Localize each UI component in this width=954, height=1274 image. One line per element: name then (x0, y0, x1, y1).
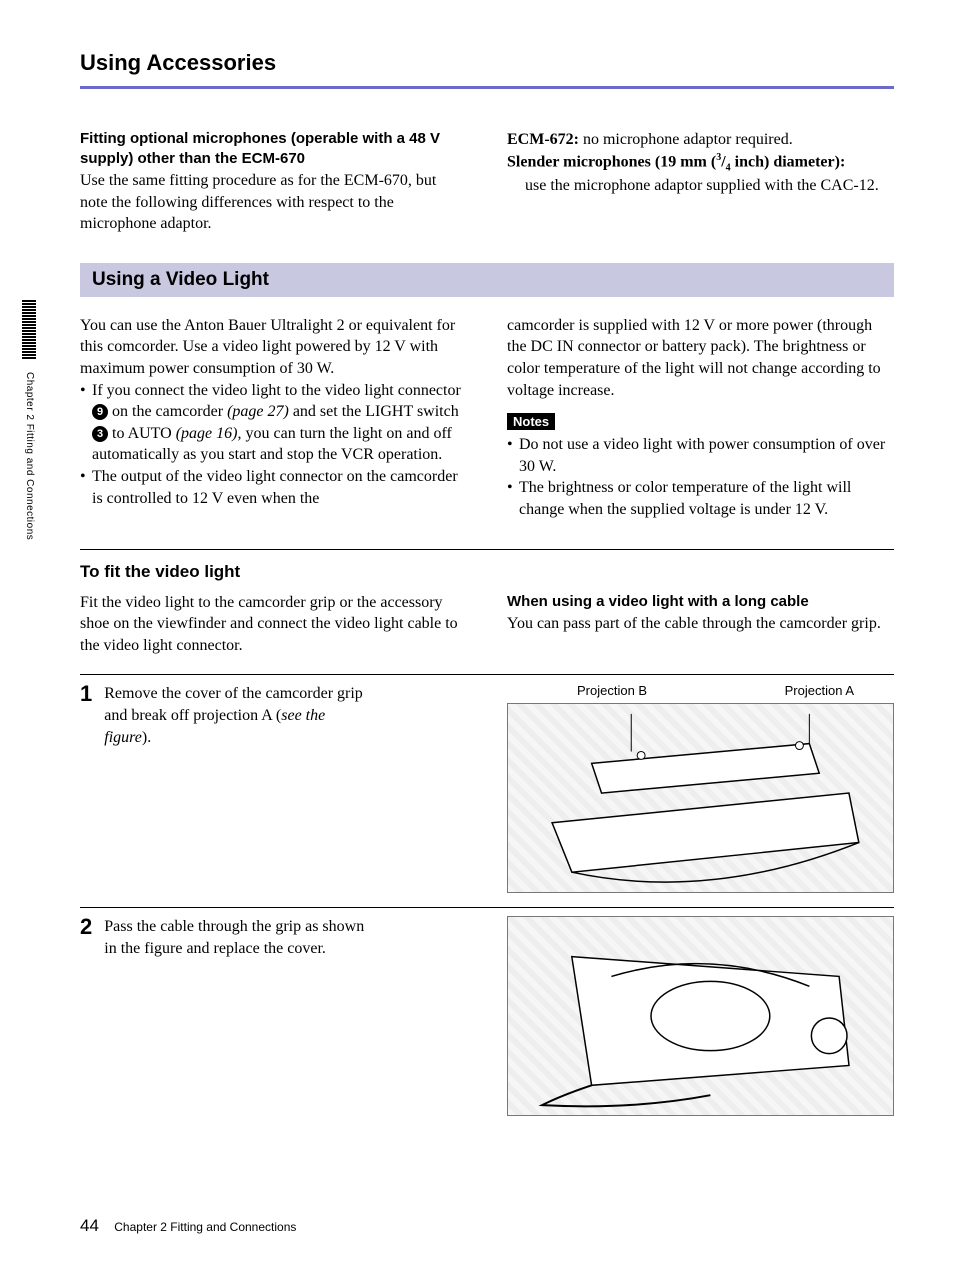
ecm672-label: ECM-672: (507, 131, 579, 148)
intro-columns: Fitting optional microphones (operable w… (80, 129, 894, 235)
page-number: 44 (80, 1216, 99, 1235)
side-chapter-tab: Chapter 2 Fitting and Connections (24, 372, 35, 540)
fit-left-body: Fit the video light to the camcorder gri… (80, 592, 467, 657)
slender-label-b: inch) diameter): (731, 153, 846, 170)
bullet-1: If you connect the video light to the vi… (80, 380, 467, 466)
circled-9-icon: 9 (92, 404, 108, 420)
bullet-2: The output of the video light connector … (80, 466, 467, 509)
b1-ital2: (page 16) (176, 425, 238, 442)
b1-ital1: (page 27) (227, 403, 289, 420)
step-2-row: 2 Pass the cable through the grip as sho… (80, 907, 894, 1116)
step-2-text: Pass the cable through the grip as shown… (104, 916, 364, 959)
notes-list: Do not use a video light with power cons… (507, 434, 894, 520)
note-1: Do not use a video light with power cons… (507, 434, 894, 477)
intro-right-line2-label: Slender microphones (19 mm (3/4 inch) di… (507, 151, 894, 175)
figure-2 (507, 916, 894, 1116)
page-title: Using Accessories (80, 50, 894, 76)
intro-left-body: Use the same fitting procedure as for th… (80, 170, 467, 235)
figure-1 (507, 703, 894, 893)
fig1-label-a: Projection A (785, 683, 854, 698)
b1-mid2: and set the LIGHT switch (289, 403, 459, 420)
subsection-rule (80, 549, 894, 550)
fit-columns: Fit the video light to the camcorder gri… (80, 592, 894, 657)
fit-right-heading: When using a video light with a long cab… (507, 592, 894, 612)
intro-right-line2-body: use the microphone adaptor supplied with… (507, 175, 894, 197)
step-2-number: 2 (80, 916, 92, 938)
step-1-number: 1 (80, 683, 92, 705)
section-columns: You can use the Anton Bauer Ultralight 2… (80, 315, 894, 521)
b1-mid: on the camcorder (108, 403, 227, 420)
intro-right-line1: ECM-672: no microphone adaptor required. (507, 129, 894, 151)
step-1-text: Remove the cover of the camcorder grip a… (104, 683, 364, 748)
figure-2-svg (508, 917, 893, 1115)
s2-pre: Pass the cable through the grip as shown… (104, 918, 364, 957)
s1-post: ). (142, 729, 151, 746)
b2-pre: The output of the video light connector … (92, 468, 458, 507)
section-bar: Using a Video Light (80, 263, 894, 297)
note-2: The brightness or color temperature of t… (507, 477, 894, 520)
chapter-line: Chapter 2 Fitting and Connections (114, 1220, 296, 1234)
b1-pre: If you connect the video light to the vi… (92, 382, 461, 399)
section-right-cont: camcorder is supplied with 12 V or more … (507, 315, 894, 401)
page-footer: 44 Chapter 2 Fitting and Connections (80, 1216, 296, 1236)
section-left-bullets: If you connect the video light to the vi… (80, 380, 467, 510)
fig1-label-b: Projection B (577, 683, 647, 698)
title-rule (80, 86, 894, 89)
slender-label-a: Slender microphones (19 mm ( (507, 153, 716, 170)
side-barcode (22, 300, 36, 360)
intro-left-heading: Fitting optional microphones (operable w… (80, 129, 467, 168)
figure-1-svg (508, 704, 893, 892)
step-1-row: 1 Remove the cover of the camcorder grip… (80, 674, 894, 893)
b1-mid3: to AUTO (108, 425, 176, 442)
circled-3-icon: 3 (92, 426, 108, 442)
section-left-para: You can use the Anton Bauer Ultralight 2… (80, 315, 467, 380)
notes-label: Notes (507, 413, 555, 430)
fit-title: To fit the video light (80, 562, 894, 582)
fit-right-body: You can pass part of the cable through t… (507, 613, 894, 635)
ecm672-text: no microphone adaptor required. (579, 131, 793, 148)
